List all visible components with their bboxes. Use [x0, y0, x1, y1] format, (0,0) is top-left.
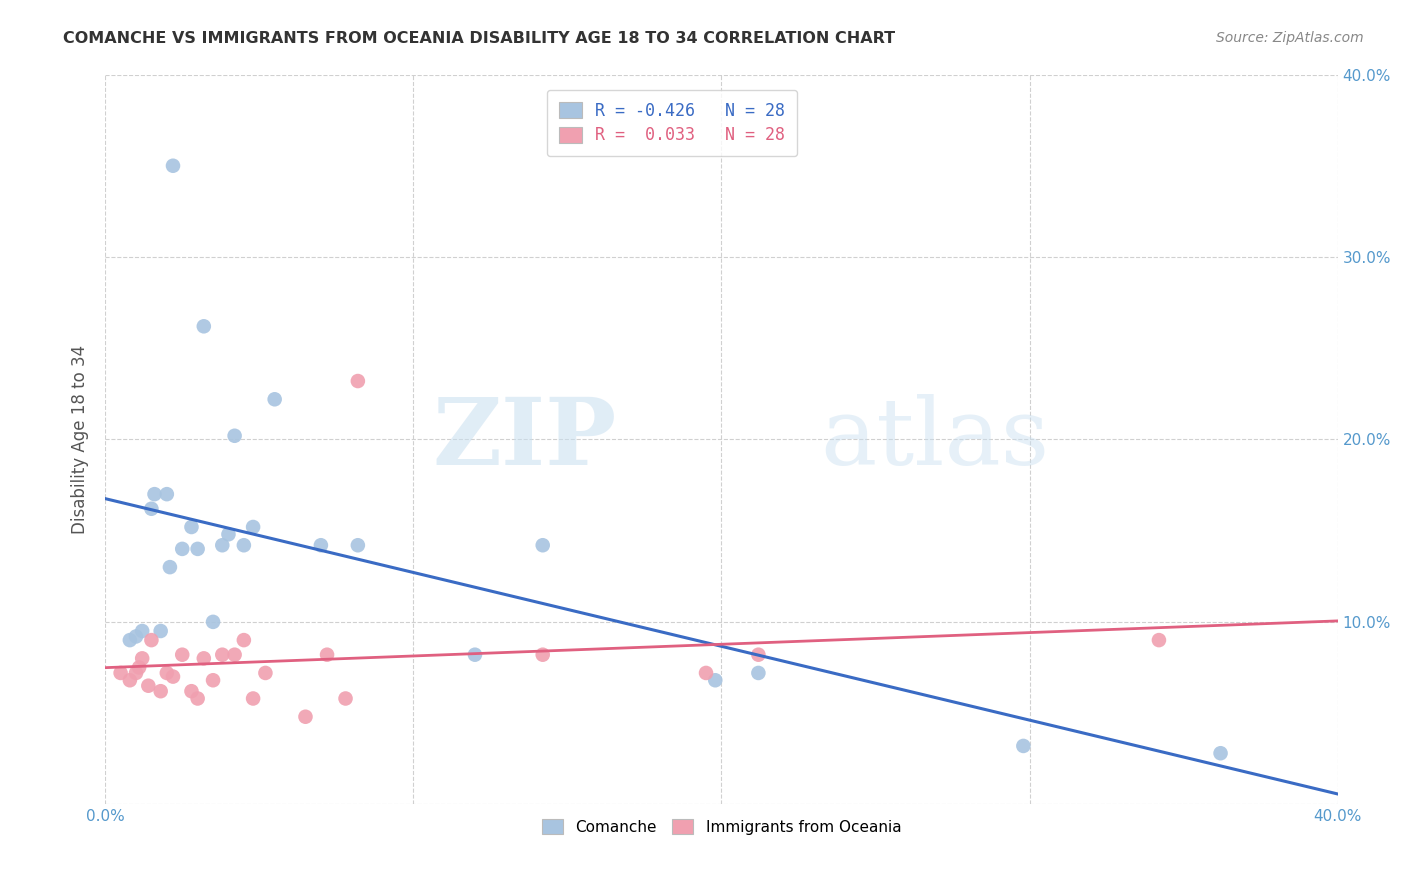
Point	[531, 538, 554, 552]
Point	[125, 665, 148, 680]
Point	[242, 691, 264, 706]
Text: atlas: atlas	[820, 394, 1049, 484]
Y-axis label: Disability Age 18 to 34: Disability Age 18 to 34	[72, 345, 89, 534]
Text: Source: ZipAtlas.com: Source: ZipAtlas.com	[1216, 31, 1364, 45]
Text: COMANCHE VS IMMIGRANTS FROM OCEANIA DISABILITY AGE 18 TO 34 CORRELATION CHART: COMANCHE VS IMMIGRANTS FROM OCEANIA DISA…	[63, 31, 896, 46]
Point	[242, 520, 264, 534]
Point	[335, 691, 357, 706]
Point	[138, 679, 160, 693]
Point	[232, 633, 254, 648]
Point	[187, 691, 209, 706]
Point	[180, 520, 202, 534]
Point	[141, 501, 163, 516]
Point	[141, 633, 163, 648]
Point	[193, 319, 215, 334]
Point	[531, 648, 554, 662]
Point	[118, 633, 141, 648]
Point	[211, 648, 233, 662]
Point	[254, 665, 277, 680]
Point	[202, 615, 225, 629]
Point	[211, 538, 233, 552]
Legend: Comanche, Immigrants from Oceania: Comanche, Immigrants from Oceania	[533, 810, 911, 844]
Point	[202, 673, 225, 688]
Point	[263, 392, 285, 407]
Point	[125, 630, 148, 644]
Point	[747, 648, 769, 662]
Point	[294, 710, 316, 724]
Point	[347, 538, 370, 552]
Point	[1147, 633, 1170, 648]
Point	[180, 684, 202, 698]
Point	[143, 487, 166, 501]
Point	[316, 648, 339, 662]
Point	[131, 624, 153, 638]
Point	[747, 665, 769, 680]
Point	[232, 538, 254, 552]
Point	[159, 560, 181, 574]
Point	[118, 673, 141, 688]
Text: ZIP: ZIP	[433, 394, 617, 484]
Point	[156, 665, 179, 680]
Point	[162, 159, 184, 173]
Point	[695, 665, 717, 680]
Point	[172, 648, 194, 662]
Point	[149, 684, 172, 698]
Point	[131, 651, 153, 665]
Point	[217, 527, 239, 541]
Point	[224, 429, 246, 443]
Point	[1012, 739, 1035, 753]
Point	[172, 541, 194, 556]
Point	[149, 624, 172, 638]
Point	[156, 487, 179, 501]
Point	[309, 538, 332, 552]
Point	[128, 660, 150, 674]
Point	[704, 673, 727, 688]
Point	[193, 651, 215, 665]
Point	[224, 648, 246, 662]
Point	[110, 665, 132, 680]
Point	[464, 648, 486, 662]
Point	[162, 670, 184, 684]
Point	[1209, 746, 1232, 760]
Point	[187, 541, 209, 556]
Point	[347, 374, 370, 388]
